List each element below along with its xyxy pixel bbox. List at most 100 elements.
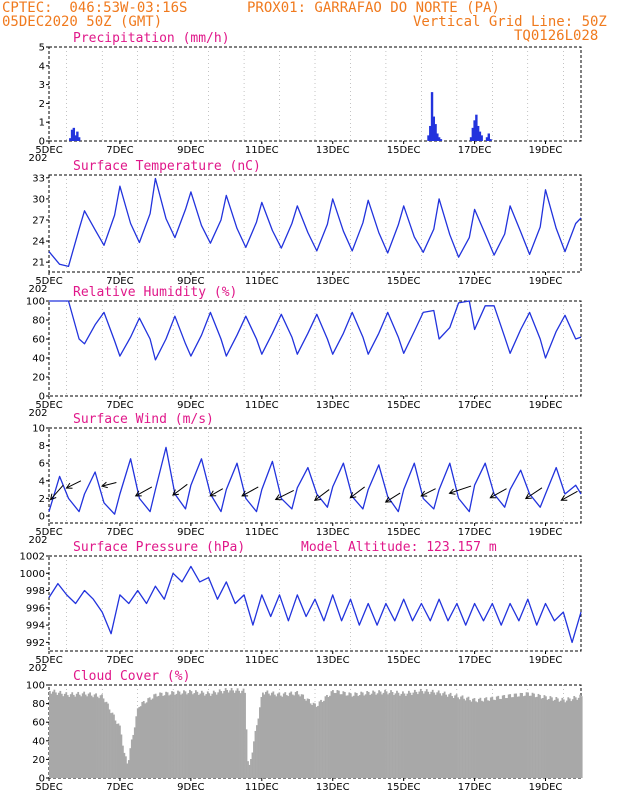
cloud-bar <box>266 690 269 778</box>
wind-vector-shaft <box>66 480 82 489</box>
humidity-year-label: 202 <box>28 408 47 419</box>
cloud-bar <box>281 696 284 778</box>
cloud-cover-xtick-label: 19DEC <box>529 782 563 793</box>
cloud-bar <box>515 693 518 778</box>
cloud-bar <box>275 696 278 778</box>
wind-xtick-label: 9DEC <box>177 527 204 538</box>
cloud-bar <box>528 695 531 778</box>
cloud-bar <box>251 752 254 778</box>
cloud-bar <box>162 695 164 778</box>
cloud-bar <box>56 694 59 778</box>
wind-vector-head <box>274 494 282 501</box>
wind-vector-head <box>49 493 57 501</box>
cloud-bar <box>153 694 156 778</box>
cloud-bar <box>388 692 391 778</box>
cloud-bar <box>518 696 521 778</box>
cloud-bar <box>351 696 354 778</box>
humidity-ytick-label: 20 <box>32 373 45 384</box>
wind-ytick-label: 8 <box>39 441 45 452</box>
cloud-bar <box>370 693 373 778</box>
cloud-bar <box>83 691 86 778</box>
cloud-bar <box>133 727 136 778</box>
cloud-bar <box>539 694 541 778</box>
humidity-xtick-label: 17DEC <box>458 400 492 411</box>
cloud-bar <box>194 690 197 778</box>
cloud-bar <box>516 696 519 778</box>
cloud-bar <box>555 697 558 778</box>
temperature-xtick-label: 17DEC <box>458 276 492 287</box>
wind-ytick-label: 6 <box>39 459 45 470</box>
cloud-bar <box>151 698 154 778</box>
cloud-bar <box>473 698 476 778</box>
cloud-bar <box>419 688 422 778</box>
cloud-bar <box>339 694 342 778</box>
cloud-bar <box>336 690 339 778</box>
precip-bar <box>69 138 72 141</box>
precipitation-xtick-label: 19DEC <box>529 145 563 156</box>
precipitation-ytick-label: 5 <box>39 43 45 54</box>
cloud-bar <box>284 692 287 778</box>
cloud-bar <box>250 759 252 778</box>
cloud-bar <box>384 689 386 778</box>
cloud-bar <box>381 694 383 778</box>
cloud-bar <box>475 701 477 778</box>
cloud-bar <box>90 695 93 778</box>
cloud-bar <box>463 698 465 778</box>
cloud-bar <box>400 693 403 778</box>
precip-bar <box>489 139 492 141</box>
cloud-bar <box>321 701 324 778</box>
cloud-bar <box>483 698 486 778</box>
cloud-bar <box>375 694 378 778</box>
cloud-bar <box>343 691 346 778</box>
cloud-bar <box>464 700 467 778</box>
cloud-bar <box>269 695 272 778</box>
precip-bar <box>427 135 430 141</box>
cloud-bar <box>211 693 214 778</box>
cloud-bar <box>577 697 580 778</box>
cloud-bar <box>98 698 100 778</box>
cloud-bar <box>96 696 99 778</box>
cloud-bar <box>537 693 540 778</box>
cloud-bar <box>49 691 51 778</box>
cloud-bar <box>181 693 184 778</box>
cloud-bar <box>407 690 410 778</box>
humidity-xtick-label: 5DEC <box>35 400 62 411</box>
cloud-bar <box>428 694 431 778</box>
cloud-cover-ytick-label: 100 <box>26 681 45 692</box>
cloud-bar <box>437 690 440 778</box>
cloud-bar <box>71 692 74 778</box>
pressure-xtick-label: 11DEC <box>245 655 279 666</box>
cloud-bar <box>253 741 255 778</box>
cloud-bar <box>104 702 106 778</box>
cloud-bar <box>110 713 112 778</box>
cloud-bar <box>495 696 498 778</box>
cloud-bar <box>80 696 83 778</box>
cloud-bar <box>345 695 348 778</box>
cloud-cover-xtick-label: 17DEC <box>458 782 492 793</box>
cloud-bar <box>102 698 105 778</box>
cloud-bar <box>95 693 97 778</box>
cloud-bar <box>278 692 281 778</box>
cloud-bar <box>197 694 200 778</box>
cloud-bar <box>208 693 211 778</box>
cloud-bar <box>506 698 509 778</box>
cloud-bar <box>220 691 223 778</box>
cloud-bar <box>416 694 419 778</box>
cloud-bar <box>330 691 333 778</box>
precip-bar <box>478 131 482 141</box>
cloud-bar <box>402 691 404 778</box>
cloud-bar <box>397 692 400 778</box>
pressure-xtick-label: 7DEC <box>106 655 133 666</box>
cloud-bar <box>254 730 257 778</box>
temperature-ytick-label: 27 <box>32 215 45 226</box>
cloud-bar <box>294 692 297 778</box>
cloud-bar <box>394 693 397 778</box>
humidity-ytick-label: 80 <box>32 316 45 327</box>
cloud-bar <box>127 760 130 778</box>
cloud-bar <box>540 698 543 778</box>
cloud-bar <box>494 700 497 778</box>
cloud-bar <box>65 692 68 778</box>
precip-bar <box>436 133 439 141</box>
cloud-bar <box>403 693 406 778</box>
cloud-bar <box>364 694 367 778</box>
